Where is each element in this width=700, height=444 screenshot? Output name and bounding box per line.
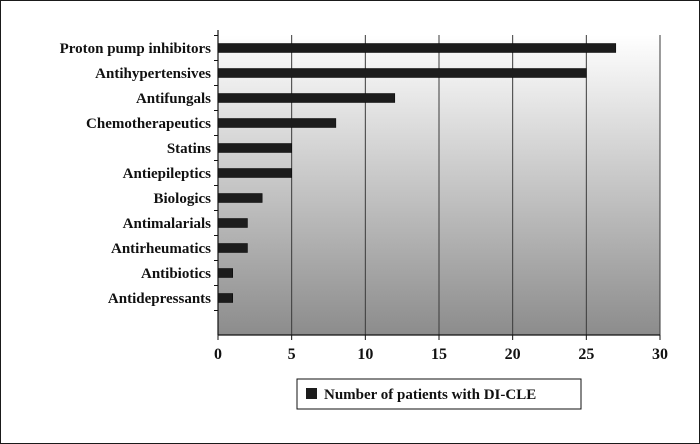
legend-swatch <box>306 388 317 399</box>
bar <box>217 43 617 53</box>
x-tick-label: 10 <box>357 346 373 363</box>
grid-lines <box>291 35 661 335</box>
category-label: Antifungals <box>136 91 211 107</box>
bar <box>217 218 248 228</box>
bar <box>217 193 263 203</box>
bar <box>217 93 396 103</box>
category-label: Biologics <box>153 191 211 207</box>
category-label: Antirheumatics <box>111 241 211 257</box>
category-label: Statins <box>167 141 211 157</box>
category-label: Antidepressants <box>108 291 211 307</box>
axes <box>214 30 661 340</box>
bar <box>217 168 292 178</box>
bar <box>217 118 337 128</box>
bar <box>217 143 292 153</box>
x-tick-label: 30 <box>652 346 668 363</box>
category-label: Antiepileptics <box>123 166 211 182</box>
legend: Number of patients with DI-CLE <box>296 378 582 410</box>
bar <box>217 68 587 78</box>
bar <box>217 243 248 253</box>
category-label: Antihypertensives <box>95 66 211 82</box>
legend-label: Number of patients with DI-CLE <box>324 387 536 403</box>
x-tick-label: 5 <box>288 346 296 363</box>
category-label: Antimalarials <box>123 216 211 232</box>
bar <box>217 268 233 278</box>
x-tick-labels: 0 5 10 15 20 25 30 <box>214 346 668 363</box>
category-label: Antibiotics <box>141 266 211 282</box>
x-tick-label: 15 <box>431 346 447 363</box>
bar <box>217 293 233 303</box>
category-label: Proton pump inhibitors <box>60 41 212 57</box>
legend-box <box>296 378 582 410</box>
category-labels: Proton pump inhibitors Antihypertensives A… <box>60 41 212 307</box>
x-tick-label: 0 <box>214 346 222 363</box>
x-tick-label: 25 <box>578 346 594 363</box>
x-tick-label: 20 <box>505 346 521 363</box>
category-label: Chemotherapeutics <box>86 116 211 132</box>
